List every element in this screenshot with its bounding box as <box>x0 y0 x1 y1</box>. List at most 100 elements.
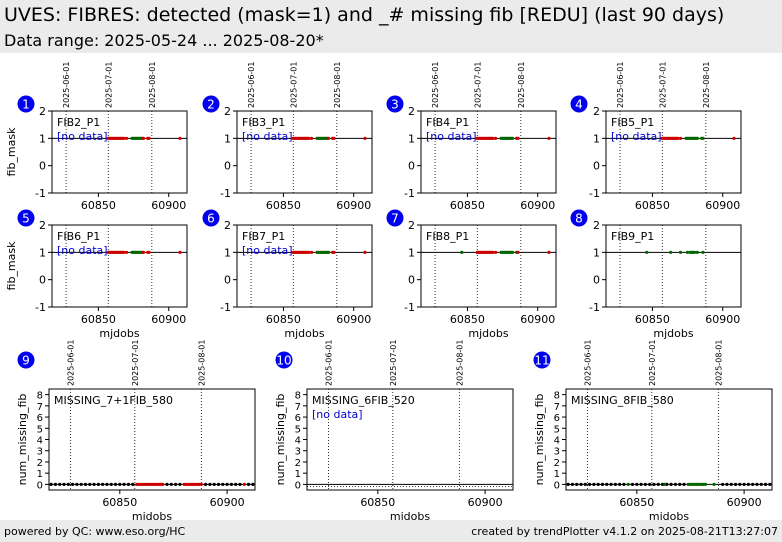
y-tick-label: 0 <box>295 480 301 491</box>
panel-2: 2025-06-01 2025-07-01 2025-08-01 -1 0 1 2 60850… <box>202 62 373 212</box>
date-marker-label: 2025-08-01 <box>333 62 342 109</box>
plot-frame <box>420 224 557 308</box>
data-point-black <box>101 482 105 486</box>
y-tick-label: 4 <box>295 436 301 447</box>
y-tick-label: 8 <box>295 391 301 402</box>
panel-label: FIB7_P1 <box>242 230 285 243</box>
x-tick-label: 60850 <box>102 496 137 509</box>
y-tick-label: 2 <box>39 105 46 118</box>
data-point-green <box>138 250 143 254</box>
panel-number: 9 <box>22 354 30 368</box>
x-tick-label: 60900 <box>520 199 555 212</box>
data-point-black <box>109 482 113 486</box>
data-point-green <box>701 136 705 140</box>
data-point-red <box>516 136 520 140</box>
y-tick-label: 2 <box>39 219 46 232</box>
date-marker-label: 2025-07-01 <box>289 62 298 109</box>
data-point-green <box>510 250 515 254</box>
y-tick-label: 7 <box>554 402 560 413</box>
data-point-red <box>307 136 311 140</box>
y-tick-label: 0 <box>593 274 600 287</box>
x-tick-label: 60850 <box>360 496 395 509</box>
data-point-green <box>712 482 716 486</box>
y-tick-label: 6 <box>554 413 560 424</box>
panel-number: 8 <box>575 212 583 226</box>
panel-4: 2025-06-01 2025-07-01 2025-08-01 -1 0 1 2 60850… <box>570 62 742 212</box>
y-tick-label: 6 <box>37 413 43 424</box>
data-point-black <box>75 482 79 486</box>
date-marker-label: 2025-07-01 <box>104 62 113 109</box>
plot-frame <box>51 110 188 194</box>
data-point-black <box>212 482 216 486</box>
y-tick-label: -1 <box>35 301 46 314</box>
data-point-black <box>105 482 109 486</box>
data-point-green <box>138 136 143 140</box>
panel-3: 2025-06-01 2025-07-01 2025-08-01 -1 0 1 2 60850… <box>386 62 557 212</box>
data-point-red <box>493 250 498 254</box>
data-point-red <box>178 136 182 140</box>
y-tick-label: 5 <box>37 424 43 435</box>
x-tick-label: 60850 <box>635 313 670 326</box>
y-tick-label: 0 <box>408 274 415 287</box>
data-point-black <box>208 482 212 486</box>
x-axis-label: mjdobs <box>284 327 324 340</box>
no-data-label: [no data] <box>611 130 662 143</box>
x-tick-label: 60900 <box>151 199 186 212</box>
y-tick-label: 2 <box>554 458 560 469</box>
data-point-red <box>332 250 336 254</box>
data-point-black <box>178 482 182 486</box>
panel-number-badge <box>570 95 588 113</box>
panel-label: FIB9_P1 <box>611 230 654 243</box>
data-point-black <box>49 482 53 486</box>
y-axis-label: num_missing_fib <box>274 394 287 486</box>
footer-powered-by: powered by QC: www.eso.org/HC <box>4 525 186 538</box>
data-point-black <box>122 482 126 486</box>
y-tick-label: 7 <box>295 402 301 413</box>
panel-number-badge <box>275 351 293 369</box>
panel-label: FIB5_P1 <box>611 116 654 129</box>
y-tick-label: 1 <box>295 469 301 480</box>
date-marker-label: 2025-06-01 <box>66 340 75 387</box>
date-marker-label: 2025-08-01 <box>702 62 711 109</box>
y-tick-label: 2 <box>593 219 600 232</box>
panel-number-badge <box>386 209 404 227</box>
y-tick-label: 0 <box>224 160 231 173</box>
y-axis-label: fib_mask <box>5 127 18 177</box>
data-point-black <box>246 482 251 486</box>
data-point-green <box>685 250 690 254</box>
y-tick-label: 0 <box>224 274 231 287</box>
panel-label: MISSING_7+1FIB_580 <box>54 394 173 407</box>
data-point-black <box>126 482 130 486</box>
y-tick-label: 7 <box>37 402 43 413</box>
x-tick-label: 60900 <box>727 496 762 509</box>
y-tick-label: -1 <box>220 301 231 314</box>
data-point-black <box>566 482 570 486</box>
data-point-black <box>66 482 70 486</box>
panel-label: MISSING_6FIB_520 <box>312 394 415 407</box>
date-marker-label: 2025-06-01 <box>247 62 256 109</box>
date-marker-label: 2025-08-01 <box>148 62 157 109</box>
data-point-red <box>147 136 151 140</box>
panel-label: FIB8_P1 <box>426 230 469 243</box>
x-axis-label: mjdobs <box>468 327 508 340</box>
data-point-black <box>592 482 596 486</box>
data-point-black <box>721 482 725 486</box>
y-tick-label: 3 <box>37 447 43 458</box>
panel-label: MISSING_8FIB_580 <box>571 394 674 407</box>
y-axis-label: num_missing_fib <box>533 394 546 486</box>
data-point-red <box>547 136 551 140</box>
x-axis-label: mjdobs <box>390 510 430 523</box>
no-data-label: [no data] <box>242 244 293 257</box>
data-point-red <box>516 250 520 254</box>
footer-bar <box>0 520 782 542</box>
data-point-green <box>701 250 705 254</box>
x-tick-label: 60900 <box>520 313 555 326</box>
data-point-black <box>88 482 92 486</box>
data-point-red <box>491 136 495 140</box>
data-point-black <box>673 482 678 486</box>
panel-number-badge <box>570 209 588 227</box>
panel-label: FIB2_P1 <box>57 116 100 129</box>
data-point-red <box>491 250 495 254</box>
